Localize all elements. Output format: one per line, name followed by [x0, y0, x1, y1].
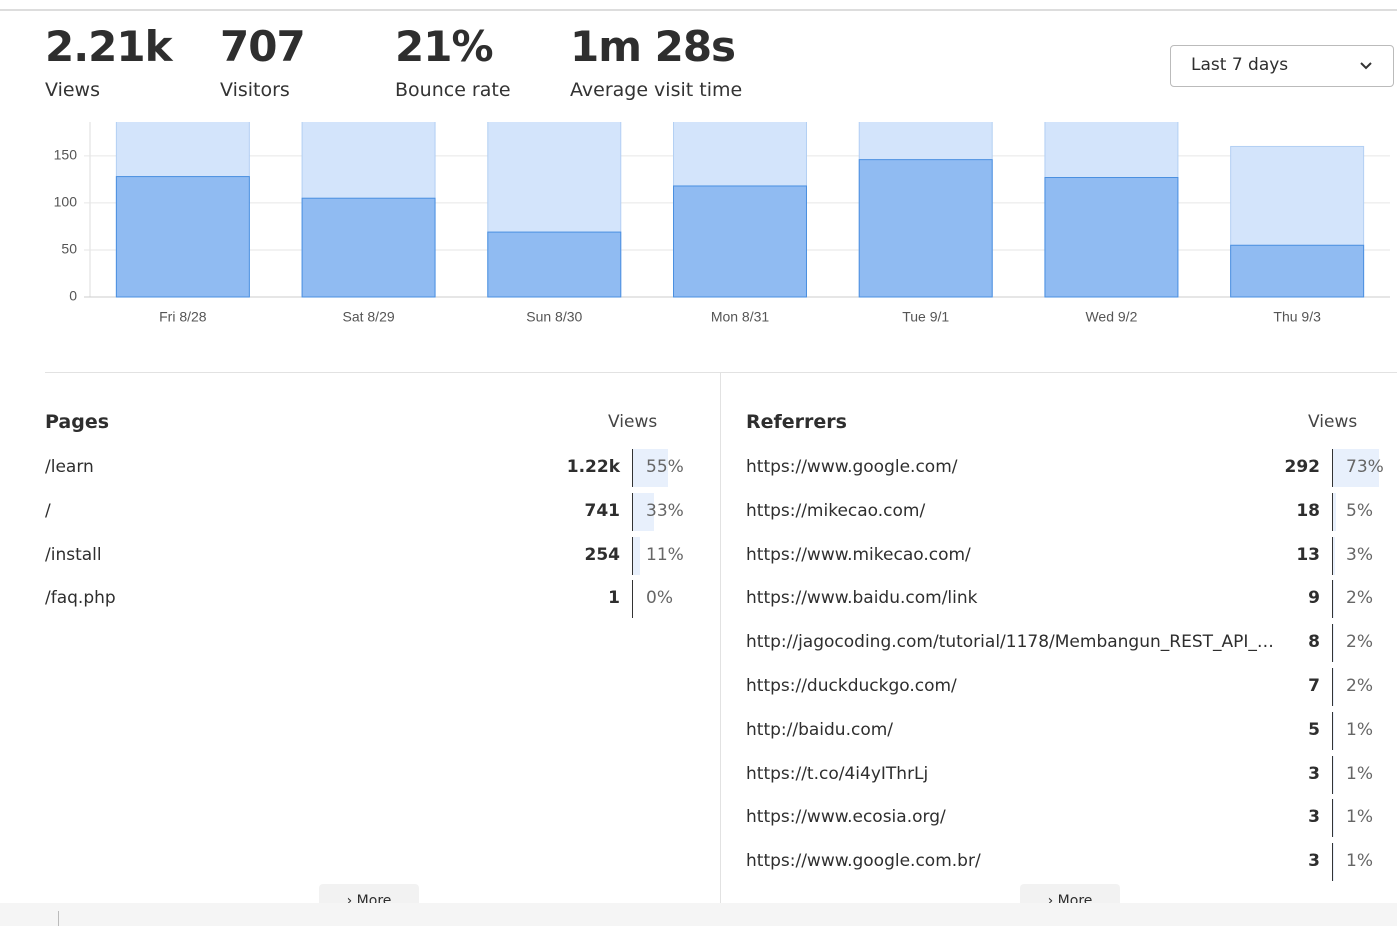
row-percent: 1%	[1346, 851, 1373, 872]
row-percent: 1%	[1346, 719, 1373, 740]
date-range-label: Last 7 days	[1191, 55, 1289, 75]
row-value: 741	[584, 500, 621, 521]
metric-value: 1m 28s	[570, 22, 736, 71]
row-percent: 3%	[1346, 544, 1373, 565]
percent-bar	[632, 492, 654, 531]
row-percent: 73%	[1346, 457, 1384, 477]
column-header: Views	[1308, 412, 1358, 432]
percent-bar	[1332, 492, 1337, 531]
divider	[720, 373, 721, 903]
row-label: http://jagocoding.com/tutorial/1178/Memb…	[746, 632, 1274, 653]
row-label: /faq.php	[45, 588, 116, 609]
bar	[1044, 177, 1179, 298]
percent-bar	[632, 449, 668, 487]
x-tick-label: Thu 9/3	[1273, 309, 1321, 325]
percent-bar	[1332, 449, 1379, 487]
chart: 0 50 100 150 Fri 8/28 Sat 8/29 Sun 8/30 Mon 8/3…	[54, 122, 1390, 325]
row-value: 9	[1308, 588, 1320, 609]
y-tick-label: 150	[54, 147, 78, 163]
y-tick-label: 50	[61, 241, 77, 257]
row-label: https://www.google.com/	[746, 457, 958, 477]
row-value: 3	[1308, 851, 1320, 872]
table-title: Pages	[45, 411, 110, 433]
metric-label: Visitors	[220, 79, 290, 101]
chevron-icon	[1360, 62, 1372, 70]
metric-label: Bounce rate	[395, 79, 511, 101]
row-label: https://www.mikecao.com/	[746, 544, 971, 565]
row-value: 3	[1308, 807, 1320, 828]
row-percent: 11%	[646, 544, 684, 565]
row-percent: 33%	[646, 500, 684, 521]
bar	[673, 185, 807, 298]
row-value: 292	[1284, 457, 1321, 477]
metric-label: Average visit time	[570, 79, 743, 101]
percent-bar	[1332, 536, 1335, 575]
row-label: https://duckduckgo.com/	[746, 676, 957, 696]
x-tick-label: Sat 8/29	[342, 309, 394, 325]
x-tick-label: Sun 8/30	[526, 309, 582, 325]
percent-bar	[632, 580, 633, 619]
row-label: /	[45, 500, 51, 521]
row-percent: 5%	[1346, 500, 1373, 521]
percent-bar	[632, 536, 640, 575]
row-value: 7	[1308, 676, 1320, 696]
row-percent: 2%	[1346, 632, 1373, 653]
bar	[301, 197, 436, 298]
bar	[115, 176, 250, 298]
row-label: /learn	[45, 457, 94, 477]
percent-bar	[1332, 843, 1334, 882]
row-value: 5	[1308, 719, 1320, 740]
x-tick-label: Tue 9/1	[902, 309, 949, 325]
metric-value: 2.21k	[45, 22, 173, 71]
row-percent: 2%	[1346, 676, 1373, 696]
metric-value: 21%	[395, 22, 494, 71]
percent-bar	[1332, 624, 1335, 663]
row-label: /install	[45, 544, 102, 565]
y-tick-label: 100	[54, 194, 78, 210]
row-label: https://mikecao.com/	[746, 500, 926, 521]
row-percent: 55%	[646, 457, 684, 477]
table-title: Referrers	[746, 411, 847, 433]
percent-bar	[1332, 799, 1334, 838]
row-label: https://www.baidu.com/link	[746, 588, 978, 609]
row-percent: 2%	[1346, 588, 1373, 609]
top-border	[0, 0, 1397, 11]
divider	[45, 372, 1397, 373]
y-tick-label: 0	[69, 288, 77, 304]
row-label: http://baidu.com/	[746, 719, 894, 740]
percent-bar	[1332, 711, 1334, 750]
bottom-bar	[0, 903, 1397, 926]
percent-bar	[1332, 668, 1335, 706]
row-value: 254	[584, 544, 621, 565]
metric-value: 707	[220, 22, 306, 71]
x-tick-label: Fri 8/28	[159, 309, 207, 325]
x-tick-label: Wed 9/2	[1085, 309, 1137, 325]
x-tick-label: Mon 8/31	[711, 309, 770, 325]
row-value: 1	[608, 588, 620, 609]
bar	[1230, 244, 1365, 298]
percent-bar	[1332, 580, 1335, 619]
row-label: https://www.google.com.br/	[746, 851, 981, 872]
bar	[487, 231, 622, 298]
separator	[58, 911, 59, 926]
row-label: https://www.ecosia.org/	[746, 807, 946, 828]
row-percent: 1%	[1346, 763, 1373, 784]
metric-label: Views	[45, 79, 100, 101]
date-range-dropdown[interactable]: Last 7 days	[1170, 45, 1394, 87]
row-percent: 0%	[646, 588, 673, 609]
row-value: 18	[1296, 500, 1320, 521]
bar	[858, 159, 993, 298]
percent-bar	[1332, 755, 1334, 794]
row-value: 13	[1296, 544, 1320, 565]
row-value: 8	[1308, 632, 1320, 653]
column-header: Views	[608, 412, 658, 432]
bars	[115, 122, 1365, 298]
row-label: https://t.co/4i4yIThrLj	[746, 763, 929, 784]
row-value: 1.22k	[566, 457, 620, 477]
row-percent: 1%	[1346, 807, 1373, 828]
row-value: 3	[1308, 763, 1320, 784]
